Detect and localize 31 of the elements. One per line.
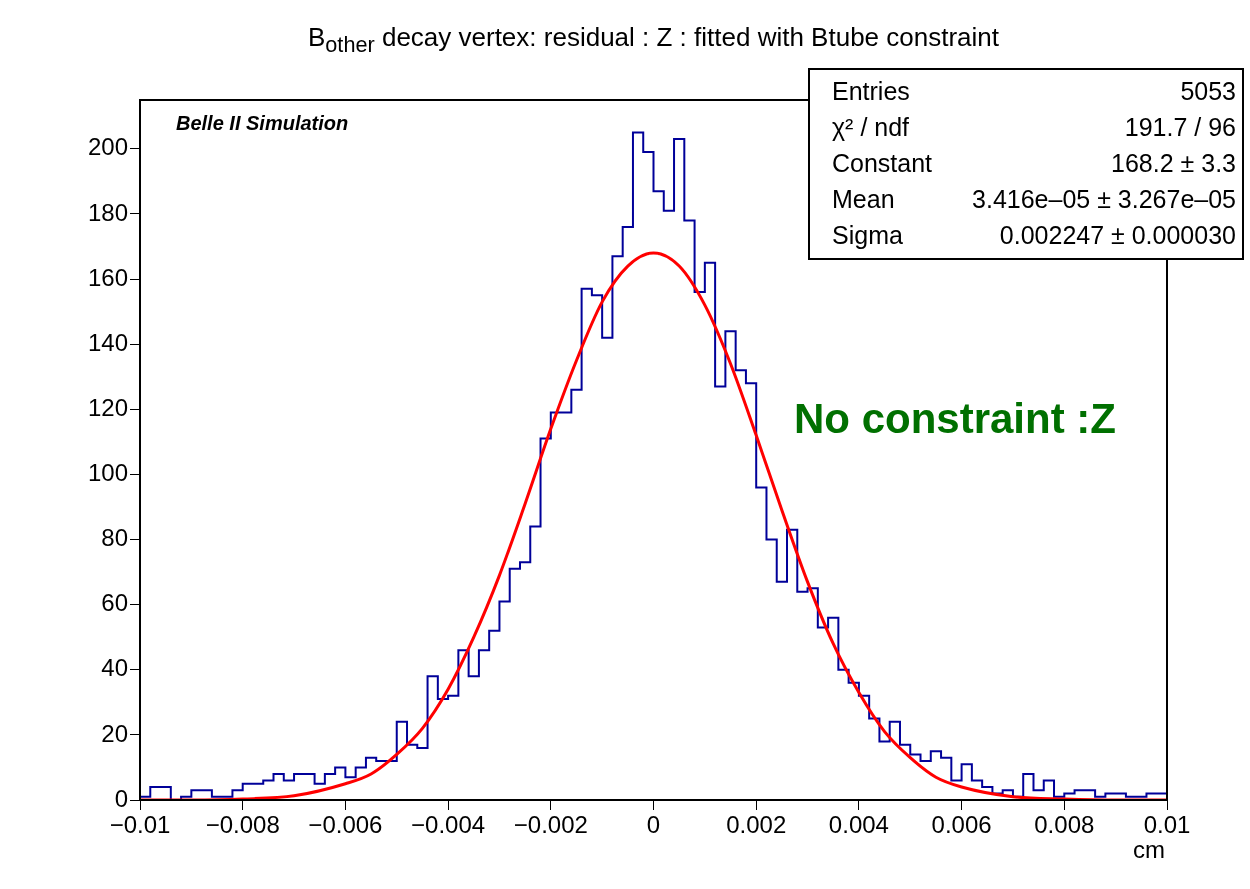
- x-tick-label: −0.006: [308, 811, 383, 839]
- x-tick-label: 0.002: [726, 811, 787, 839]
- text: χ² / ndf 191.7 / 96: [832, 113, 1236, 141]
- y-tick-label: 100: [87, 459, 128, 487]
- x-tick-label: −0.002: [513, 811, 588, 839]
- x-tick-label: 0.004: [828, 811, 889, 839]
- y-tick-label: 200: [87, 133, 128, 161]
- x-tick-label: −0.008: [205, 811, 280, 839]
- y-tick-label: 160: [87, 263, 128, 291]
- x-tick-label: 0: [646, 811, 661, 839]
- x-tick-label: −0.004: [411, 811, 486, 839]
- y-tick-label: 140: [87, 328, 128, 356]
- y-tick-label: 0: [114, 784, 128, 812]
- x-axis-title: cm: [1133, 836, 1165, 864]
- y-tick-label: 180: [87, 198, 128, 226]
- y-tick-label: 120: [87, 393, 128, 421]
- annotation: Belle II Simulation: [176, 112, 349, 135]
- x-tick-label: −0.01: [109, 811, 171, 839]
- x-tick-label: 0.006: [931, 811, 992, 839]
- y-tick-label: 20: [101, 719, 128, 747]
- text: Constant 168.2 ± 3.3: [832, 149, 1236, 177]
- text: Sigma 0.002247 ± 0.000030: [832, 221, 1236, 249]
- y-tick-label: 80: [101, 524, 128, 552]
- chart-title: B$_{other}$ decay vertex: residual : Z : fitted with Btube constraint: [307, 22, 1000, 59]
- y-tick-label: 60: [101, 589, 128, 617]
- text: Mean 3.416e–05 ± 3.267e–05: [832, 185, 1236, 213]
- text: Entries 5053: [832, 77, 1236, 105]
- x-tick-label: 0.008: [1034, 811, 1095, 839]
- x-tick-label: 0.01: [1143, 811, 1191, 839]
- y-tick-label: 40: [101, 654, 128, 682]
- annotation: No constraint :Z: [794, 395, 1116, 443]
